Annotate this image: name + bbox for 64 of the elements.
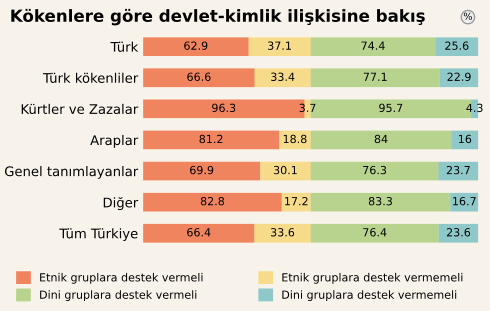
bar (310, 130, 452, 150)
data-label: 16 (458, 134, 472, 144)
bar (279, 130, 311, 150)
bar (260, 162, 311, 180)
bar (451, 130, 478, 150)
data-label: 16.7 (453, 196, 476, 206)
y-tick-label: Kürtler ve Zazalar (22, 104, 138, 114)
bar (143, 192, 282, 212)
bar (310, 224, 439, 243)
y-tick-label: Türk kökenliler (42, 72, 138, 83)
bar (143, 68, 255, 88)
bar (435, 37, 478, 56)
legend-label: Dini gruplara destek vermeli (40, 290, 196, 301)
data-label: 95.7 (379, 104, 402, 112)
data-label: 76.3 (363, 166, 386, 174)
bar (143, 224, 254, 243)
bar (143, 130, 280, 150)
text: % (464, 12, 472, 20)
bar (143, 37, 248, 56)
data-label: 96.3 (212, 104, 236, 112)
bar (310, 37, 436, 56)
data-label: 3.7 (300, 104, 316, 112)
legend-label: Etnik gruplara destek vermeli (40, 272, 202, 284)
data-label: 22.9 (447, 72, 471, 81)
data-label: 66.6 (187, 72, 211, 81)
bar (254, 68, 311, 88)
bar (143, 162, 260, 180)
bar (254, 224, 311, 243)
data-label: 82.8 (200, 196, 224, 206)
y-tick-label: Tüm Türkiye (59, 228, 138, 242)
bar (438, 224, 478, 243)
data-label: 84 (374, 134, 388, 144)
y-tick-label: Diğer (104, 196, 138, 210)
legend-label: Etnik gruplara destek vermemeli (282, 272, 462, 284)
data-label: 17.2 (285, 196, 308, 206)
data-label: 18.8 (284, 134, 307, 144)
data-label: 81.2 (200, 134, 222, 144)
bar (310, 162, 439, 180)
y-tick-label: Araplar (90, 134, 138, 148)
data-label: 25.6 (445, 41, 468, 50)
bar (310, 68, 440, 88)
legend-label: Dini gruplara destek vermemeli (282, 290, 456, 301)
bar (438, 162, 478, 180)
data-label: 69.9 (190, 166, 214, 174)
data-label: 74.4 (362, 42, 385, 50)
data-label: 4.3 (466, 104, 483, 112)
bar (440, 68, 478, 88)
data-label: 30.1 (274, 166, 297, 174)
chart-title: Kökenlere göre devlet-kimlik ilişkisine bakış (11, 8, 425, 26)
data-label: 62.9 (184, 41, 208, 50)
data-label: 33.6 (270, 228, 294, 236)
data-label: 33.4 (271, 72, 294, 81)
data-label: 83.3 (368, 196, 392, 206)
data-label: 37.1 (268, 41, 291, 50)
data-label: 76.4 (363, 228, 386, 236)
bar (310, 192, 450, 212)
bar (282, 192, 311, 212)
y-tick-label: Türk (110, 42, 138, 52)
bar (248, 37, 311, 56)
data-label: 77.1 (364, 72, 387, 81)
data-label: 66.4 (187, 228, 210, 236)
data-label: 23.7 (446, 166, 470, 174)
y-tick-label: Genel tanımlayanlar (4, 166, 138, 179)
data-label: 23.6 (446, 228, 470, 236)
